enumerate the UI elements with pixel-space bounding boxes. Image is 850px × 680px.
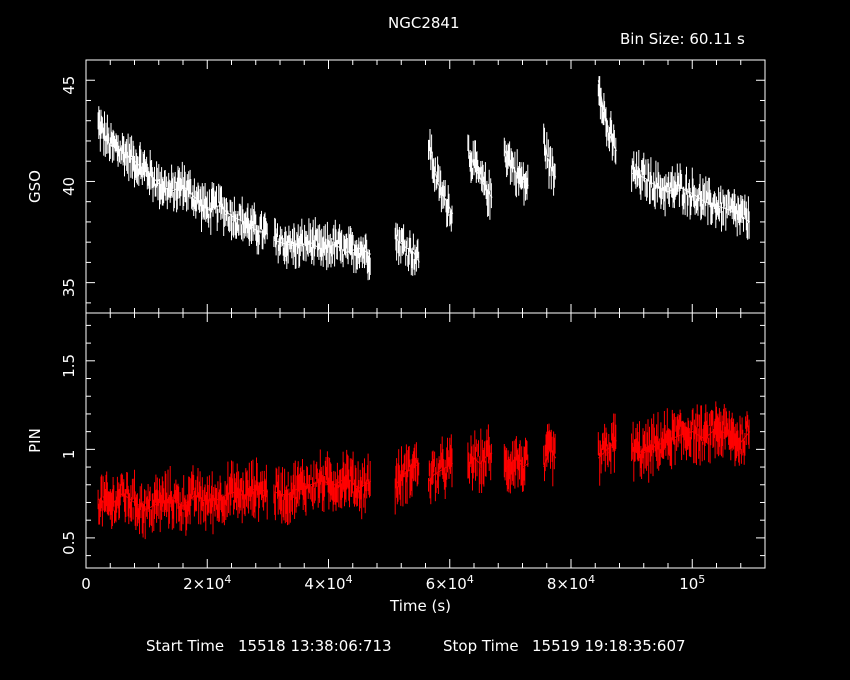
stop-time-label: Stop Time (443, 637, 519, 655)
gso-axis-label: GSO (26, 170, 44, 203)
x-tick-label: 6×104 (426, 573, 474, 593)
pin-ytick-label: 1 (60, 450, 78, 460)
start-time-value: 15518 13:38:06:713 (238, 637, 392, 655)
x-tick-label: 8×104 (547, 573, 595, 593)
x-tick-label: 0 (81, 575, 91, 593)
x-axis-label: Time (s) (390, 597, 451, 615)
gso-ytick-label: 35 (60, 278, 78, 297)
pin-axis-label: PIN (26, 428, 44, 453)
gso-ytick-label: 45 (60, 76, 78, 95)
chart-title: NGC2841 (388, 14, 460, 32)
start-time-label: Start Time (146, 637, 225, 655)
x-tick-label: 105 (679, 573, 705, 593)
x-tick-label: 2×104 (183, 573, 231, 593)
stop-time-value: 15519 19:18:35:607 (532, 637, 686, 655)
pin-ytick-label: 0.5 (60, 531, 78, 555)
gso-ytick-label: 40 (60, 177, 78, 196)
bin-size-label: Bin Size: 60.11 s (620, 30, 745, 48)
x-tick-label: 4×104 (304, 573, 352, 593)
pin-ytick-label: 1.5 (60, 354, 78, 378)
